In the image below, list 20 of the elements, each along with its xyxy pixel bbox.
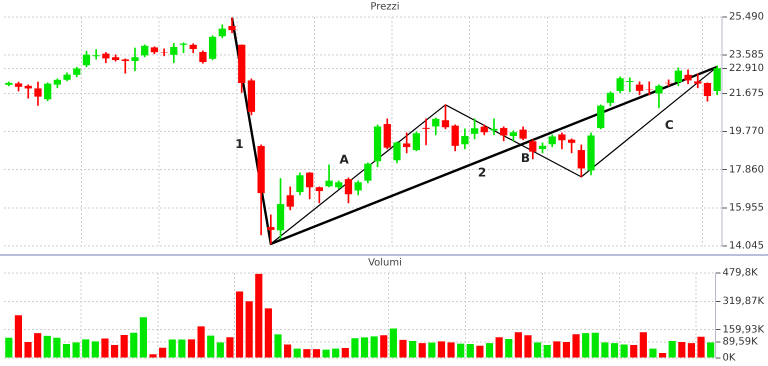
y-tick-label: 319,87K	[722, 296, 764, 307]
y-tick-label: 159,93K	[722, 324, 764, 336]
chart-title: Prezzi	[370, 2, 400, 13]
y-tick-label: 22.910	[729, 63, 764, 74]
y-tick-label: 0K	[722, 352, 736, 364]
annotation: 2	[478, 165, 486, 180]
y-tick-label: 25.490	[729, 12, 764, 23]
y-tick-label: 19.770	[729, 126, 764, 138]
y-tick-label: 479,8K	[722, 268, 758, 279]
y-tick-label: 15.955	[729, 202, 764, 214]
annotation: 1	[235, 136, 244, 151]
y-tick-label: 17.860	[729, 164, 764, 176]
y-tick-label: 23.585	[729, 50, 764, 61]
annotation: B	[520, 150, 530, 165]
chart-title: Volumi	[368, 258, 402, 269]
y-tick-label: 89,59K	[722, 336, 758, 348]
y-tick-label: 21.675	[729, 88, 764, 99]
annotation: A	[340, 152, 350, 166]
y-tick-label: 14.045	[729, 240, 764, 252]
annotation: C	[664, 118, 674, 132]
